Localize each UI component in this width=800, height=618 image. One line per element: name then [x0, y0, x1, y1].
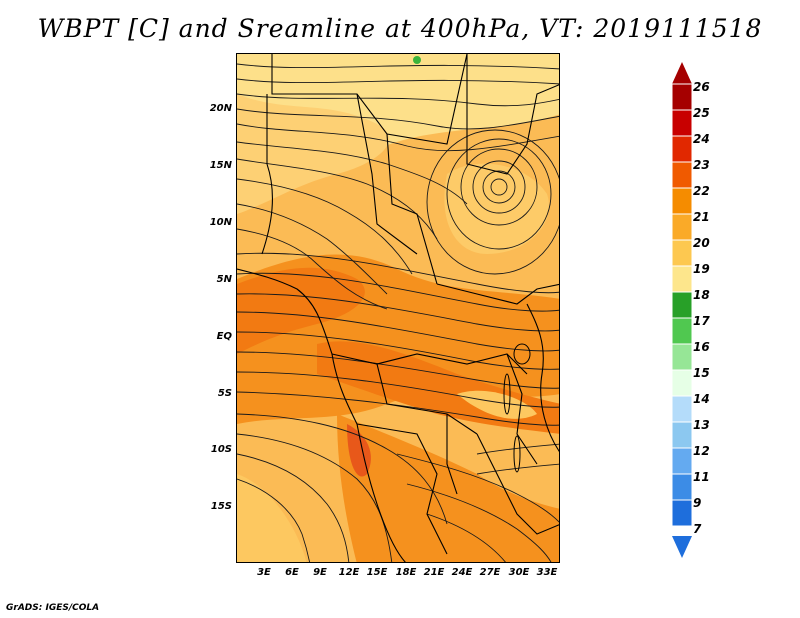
- colorbar-swatch: [672, 187, 692, 215]
- colorbar-label-14: 14: [693, 392, 710, 406]
- colorbar-swatch: [672, 343, 692, 371]
- lakes: [503, 343, 531, 473]
- colorbar-label-20: 20: [693, 236, 710, 250]
- colorbar-swatch: [672, 83, 692, 111]
- footer-credit: GrADS: IGES/COLA: [6, 603, 100, 613]
- colorbar-label-16: 16: [693, 340, 710, 354]
- lat-label-eq: EQ: [216, 331, 232, 342]
- lat-label-10n: 10N: [209, 217, 232, 228]
- colorbar-swatch: [672, 265, 692, 293]
- colorbar-swatch: [672, 291, 692, 319]
- colorbar-label-23: 23: [693, 158, 710, 172]
- colorbar-swatch: [672, 369, 692, 397]
- colorbar-swatch: [672, 239, 692, 267]
- field-20-region: [237, 94, 390, 214]
- lon-label-3e: 3E: [257, 567, 271, 578]
- colorbar-swatch: [672, 447, 692, 475]
- lon-label-30e: 30E: [508, 567, 530, 578]
- lon-label-12e: 12E: [338, 567, 360, 578]
- colorbar-swatch: [672, 473, 692, 501]
- colorbar-label-24: 24: [693, 132, 710, 146]
- colorbar-swatch: [672, 109, 692, 137]
- field-18-spot: [413, 56, 421, 64]
- lon-label-18e: 18E: [395, 567, 417, 578]
- colorbar-swatch: [672, 499, 692, 527]
- lat-label-20n: 20N: [209, 103, 232, 114]
- colorbar-label-17: 17: [693, 314, 710, 328]
- lon-label-15e: 15E: [366, 567, 388, 578]
- colorbar-top-triangle: [672, 62, 692, 84]
- lon-label-33e: 33E: [536, 567, 558, 578]
- lat-label-5s: 5S: [217, 388, 232, 399]
- lat-label-15s: 15S: [210, 501, 232, 512]
- colorbar-swatch: [672, 395, 692, 423]
- field-sw-corner: [237, 474, 307, 562]
- colorbar-label-26: 26: [693, 80, 710, 94]
- colorbar-label-12: 12: [693, 444, 710, 458]
- colorbar-label-22: 22: [693, 184, 710, 198]
- colorbar-swatch: [672, 213, 692, 241]
- colorbar: [672, 62, 692, 558]
- colorbar-swatch: [672, 135, 692, 163]
- colorbar-label-21: 21: [693, 210, 710, 224]
- lat-label-15n: 15N: [209, 160, 232, 171]
- colorbar-label-18: 18: [693, 288, 710, 302]
- field-24-spot: [347, 424, 371, 477]
- colorbar-bottom-triangle: [672, 536, 692, 558]
- map-panel: [236, 53, 560, 563]
- colorbar-label-19: 19: [693, 262, 710, 276]
- field-22-south: [337, 414, 559, 562]
- colorbar-label-7: 7: [693, 522, 702, 536]
- lat-label-5n: 5N: [216, 274, 232, 285]
- lon-label-6e: 6E: [285, 567, 299, 578]
- colorbar-swatch: [672, 317, 692, 345]
- colorbar-label-13: 13: [693, 418, 710, 432]
- lon-label-9e: 9E: [313, 567, 327, 578]
- lon-label-21e: 21E: [423, 567, 445, 578]
- cyclone-field: [444, 163, 549, 254]
- field-map: [237, 54, 559, 562]
- field-lake-patch: [457, 390, 537, 419]
- colorbar-label-25: 25: [693, 106, 710, 120]
- colorbar-label-9: 9: [693, 496, 702, 510]
- colorbar-swatches: [672, 83, 692, 527]
- lon-label-24e: 24E: [451, 567, 473, 578]
- colorbar-label-15: 15: [693, 366, 710, 380]
- chart-title: WBPT [C] and Sreamline at 400hPa, VT: 20…: [37, 14, 763, 43]
- lat-label-10s: 10S: [210, 444, 232, 455]
- streamlines: [237, 63, 559, 562]
- colorbar-swatch: [672, 161, 692, 189]
- colorbar-label-11: 11: [693, 470, 710, 484]
- colorbar-swatch: [672, 421, 692, 449]
- lon-label-27e: 27E: [479, 567, 501, 578]
- country-borders: [237, 54, 559, 562]
